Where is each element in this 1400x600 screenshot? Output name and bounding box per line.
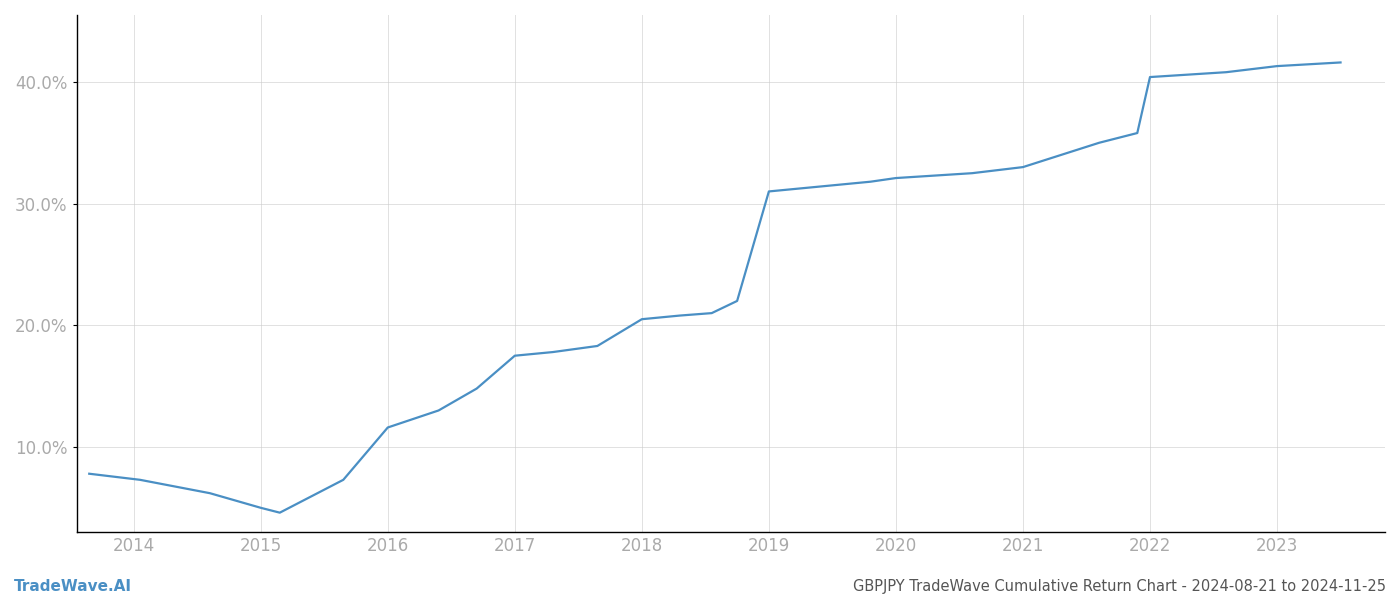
- Text: GBPJPY TradeWave Cumulative Return Chart - 2024-08-21 to 2024-11-25: GBPJPY TradeWave Cumulative Return Chart…: [853, 579, 1386, 594]
- Text: TradeWave.AI: TradeWave.AI: [14, 579, 132, 594]
